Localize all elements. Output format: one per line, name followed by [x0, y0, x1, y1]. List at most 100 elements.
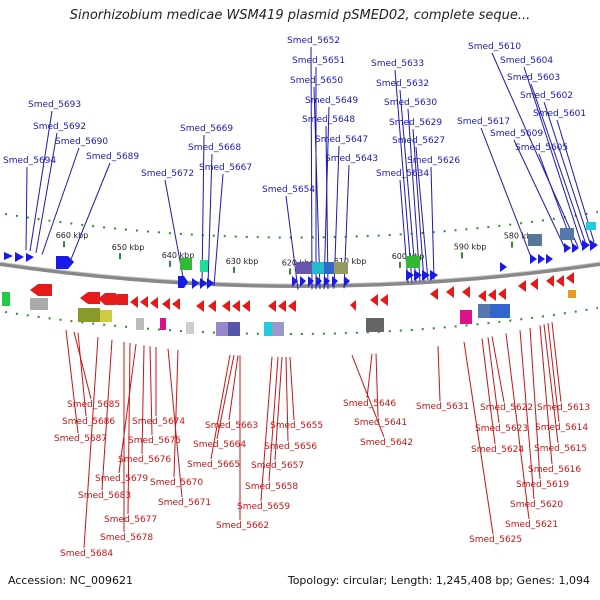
leader-line: [523, 66, 583, 246]
gene-label[interactable]: Smed_5634: [376, 169, 429, 179]
gene-label[interactable]: Smed_5659: [237, 502, 290, 512]
feature-box: [216, 322, 228, 336]
accession-text: Accession: NC_009621: [8, 574, 134, 587]
gene-label[interactable]: Smed_5665: [187, 460, 240, 470]
gene-label[interactable]: Smed_5605: [515, 143, 568, 153]
gene-label[interactable]: Smed_5603: [507, 73, 560, 83]
gene-label[interactable]: Smed_5684: [60, 549, 113, 559]
gene-label[interactable]: Smed_5616: [528, 465, 581, 475]
gene-arrow: [488, 289, 496, 301]
gene-label[interactable]: Smed_5654: [262, 185, 315, 195]
gene-label[interactable]: Smed_5647: [315, 135, 368, 145]
gene-label[interactable]: Smed_5662: [216, 521, 269, 531]
gene-label[interactable]: Smed_5648: [302, 115, 355, 125]
gene-label[interactable]: Smed_5601: [533, 109, 586, 119]
gene-label[interactable]: Smed_5672: [141, 169, 194, 179]
leader-line: [491, 52, 579, 248]
leader-line: [325, 125, 329, 289]
gene-label[interactable]: Smed_5663: [205, 421, 258, 431]
feature-box: [296, 262, 312, 274]
gene-label[interactable]: Smed_5614: [535, 423, 588, 433]
gene-label[interactable]: Smed_5604: [500, 56, 553, 66]
leader-line: [551, 322, 562, 403]
gene-label[interactable]: Smed_5643: [325, 154, 378, 164]
gene-arrow: [422, 270, 430, 281]
gene-label[interactable]: Smed_5622: [480, 403, 533, 413]
gene-label[interactable]: Smed_5694: [3, 156, 56, 166]
gene-label[interactable]: Smed_5658: [245, 482, 298, 492]
gene-label[interactable]: Smed_5652: [287, 36, 340, 46]
gene-label[interactable]: Smed_5671: [158, 498, 211, 508]
gene-arrow: [350, 300, 356, 311]
gene-label[interactable]: Smed_5617: [457, 117, 510, 127]
gene-label[interactable]: Smed_5625: [469, 535, 522, 545]
gene-arrow: [430, 270, 438, 281]
gene-label[interactable]: Smed_5627: [392, 136, 445, 146]
leader-line: [313, 86, 321, 290]
gene-label[interactable]: Smed_5669: [180, 124, 233, 134]
leader-line: [101, 339, 113, 491]
gene-label[interactable]: Smed_5641: [354, 418, 407, 428]
gene-label[interactable]: Smed_5686: [62, 417, 115, 427]
gene-label[interactable]: Smed_5629: [389, 118, 442, 128]
leader-line: [25, 166, 28, 250]
gene-label[interactable]: Smed_5668: [188, 143, 241, 153]
gene-arrow: [140, 296, 148, 308]
gene-label[interactable]: Smed_5619: [516, 480, 569, 490]
gene-label[interactable]: Smed_5630: [384, 98, 437, 108]
gene-label[interactable]: Smed_5693: [28, 100, 81, 110]
gene-label[interactable]: Smed_5620: [510, 500, 563, 510]
gene-label[interactable]: Smed_5678: [100, 533, 153, 543]
gene-label[interactable]: Smed_5676: [118, 455, 171, 465]
leader-line: [543, 324, 559, 444]
feature-box: [528, 234, 542, 246]
gene-label[interactable]: Smed_5692: [33, 122, 86, 132]
feature-box: [334, 262, 348, 274]
gene-label[interactable]: Smed_5675: [128, 436, 181, 446]
gene-label[interactable]: Smed_5613: [537, 403, 590, 413]
gene-label[interactable]: Smed_5657: [251, 461, 304, 471]
gene-label[interactable]: Smed_5631: [416, 402, 469, 412]
tick-label: 630 kbp: [226, 257, 259, 266]
map-title: Sinorhizobium medicae WSM419 plasmid pSM…: [69, 8, 531, 23]
gene-label[interactable]: Smed_5689: [86, 152, 139, 162]
gene-label[interactable]: Smed_5633: [371, 59, 424, 69]
gene-label[interactable]: Smed_5670: [150, 478, 203, 488]
gene-arrow: [370, 294, 378, 306]
feature-box: [366, 318, 384, 332]
gene-label[interactable]: Smed_5667: [199, 163, 252, 173]
gene-label[interactable]: Smed_5674: [132, 417, 185, 427]
gene-label[interactable]: Smed_5664: [193, 440, 246, 450]
leader-line: [213, 173, 224, 286]
gene-label[interactable]: Smed_5610: [468, 42, 521, 52]
gene-label[interactable]: Smed_5687: [54, 434, 107, 444]
gene-label[interactable]: Smed_5646: [343, 399, 396, 409]
gene-label[interactable]: Smed_5677: [104, 515, 157, 525]
gene-label[interactable]: Smed_5655: [270, 421, 323, 431]
gene-label[interactable]: Smed_5642: [360, 438, 413, 448]
gene-label[interactable]: Smed_5651: [292, 56, 345, 66]
leader-line: [430, 166, 435, 280]
gene-arrow: [572, 243, 579, 253]
top-gene-labels: Smed_5652 Smed_5651 Smed_5650 Smed_5649 Smed…: [3, 36, 586, 195]
gene-label[interactable]: Smed_5656: [264, 442, 317, 452]
gene-label[interactable]: Smed_5626: [407, 156, 460, 166]
gene-arrow: [430, 288, 438, 300]
gene-label[interactable]: Smed_5624: [471, 445, 524, 455]
gene-label[interactable]: Smed_5609: [490, 129, 543, 139]
gene-label[interactable]: Smed_5621: [505, 520, 558, 530]
gene-label[interactable]: Smed_5615: [534, 444, 587, 454]
gene-label[interactable]: Smed_5690: [55, 137, 108, 147]
feature-box: [180, 258, 192, 270]
gene-arrow: [530, 278, 538, 290]
feature-box: [478, 304, 490, 318]
gene-label[interactable]: Smed_5649: [305, 96, 358, 106]
gene-label[interactable]: Smed_5679: [95, 474, 148, 484]
gene-label[interactable]: Smed_5632: [376, 79, 429, 89]
gene-label[interactable]: Smed_5685: [67, 400, 120, 410]
gene-label[interactable]: Smed_5650: [290, 76, 343, 86]
gene-label[interactable]: Smed_5623: [475, 424, 528, 434]
gene-arrow: [208, 300, 216, 312]
gene-label[interactable]: Smed_5602: [520, 91, 573, 101]
gene-label[interactable]: Smed_5683: [78, 491, 131, 501]
